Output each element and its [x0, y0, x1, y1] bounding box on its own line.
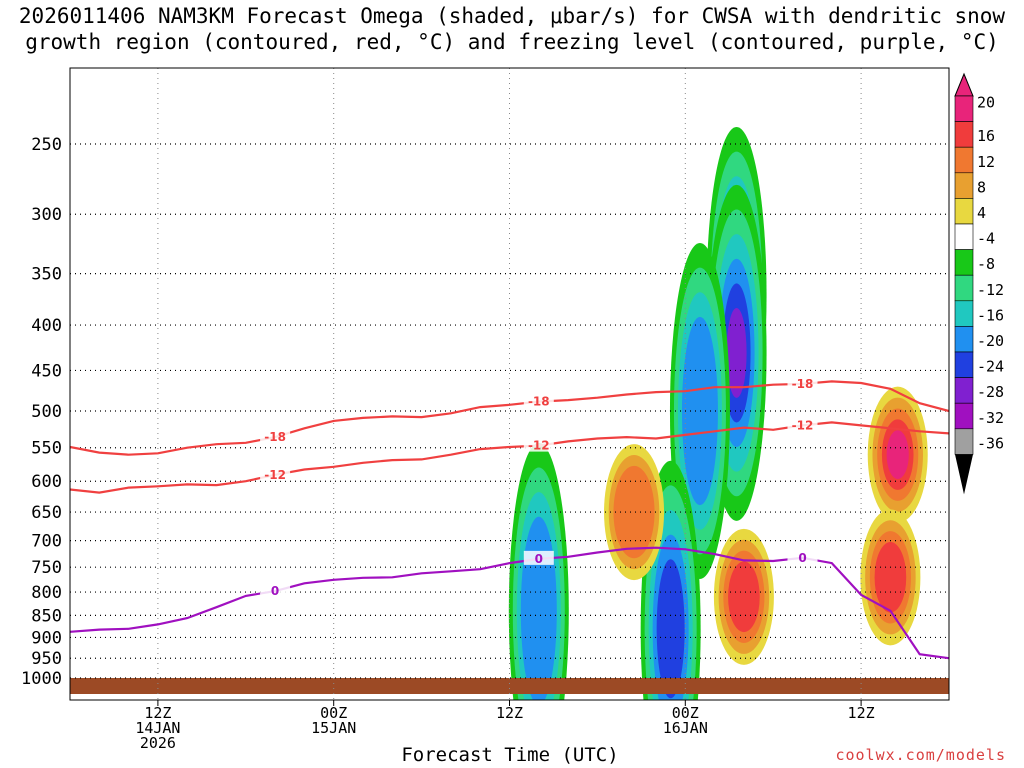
- colorbar-box-3: [954, 172, 974, 199]
- colorbar-label-6: -8: [977, 255, 995, 273]
- freezing_level-label-0: 0: [271, 584, 279, 598]
- colorbar-bottom-arrow: [955, 454, 973, 495]
- time-tick-label-12-2: 14JAN: [135, 719, 180, 737]
- time-tick-label-24-2: 15JAN: [311, 719, 356, 737]
- colorbar-box-6: [954, 249, 974, 276]
- colorbar-box-5: [954, 223, 974, 250]
- dgz_minus12-label-1: -12: [528, 439, 550, 453]
- time-tick-label-12-3: 2026: [140, 734, 176, 752]
- dgz_minus12-label-bg-0: [260, 466, 291, 481]
- pressure-tick-700: 700: [31, 532, 62, 552]
- pressure-tick-450: 450: [31, 361, 62, 381]
- omega-colorbar: 20 16 12 8 4 -4 -8 -12 -16 -20 -24 -28 -32 -36: [954, 72, 1004, 495]
- omega-cell-2-level--20: [681, 316, 718, 506]
- pressure-tick-500: 500: [31, 402, 62, 422]
- colorbar-label-5: -4: [977, 230, 995, 248]
- colorbar-box-2: [954, 146, 974, 174]
- pressure-tick-250: 250: [31, 135, 62, 155]
- omega-cell-7-level-20: [886, 430, 909, 480]
- pressure-tick-550: 550: [31, 439, 62, 459]
- pressure-tick-950: 950: [31, 649, 62, 669]
- dgz_minus18-label-1: -18: [528, 395, 550, 409]
- colorbar-box-11: [954, 377, 974, 404]
- dgz_minus12-contour: [70, 421, 949, 494]
- freezing_level-label-bg-0: [260, 583, 291, 598]
- colorbar-label-4: 4: [977, 204, 986, 222]
- colorbar-label-9: -20: [977, 332, 1004, 350]
- colorbar-label-2: 12: [977, 153, 995, 171]
- dgz_minus18-label-bg-0: [260, 429, 291, 444]
- dgz_minus12-label-bg-2: [787, 417, 818, 432]
- pressure-axis: 2503003504004505005506006507007508008509…: [21, 135, 62, 689]
- chart-title-line-1: 2026011406 NAM3KM Forecast Omega (shaded…: [18, 4, 1006, 28]
- freezing_level-label-bg-1: [523, 550, 554, 565]
- colorbar-label-0: 20: [977, 94, 995, 112]
- colorbar-label-8: -16: [977, 306, 1004, 324]
- colorbar-box-0: [954, 95, 974, 122]
- colorbar-box-12: [954, 402, 974, 430]
- pressure-tick-300: 300: [31, 205, 62, 225]
- pressure-tick-400: 400: [31, 316, 62, 336]
- dgz_minus18-label-0: -18: [264, 430, 286, 444]
- omega-cell-8-level-16: [874, 542, 907, 613]
- colorbar-box-9: [954, 326, 974, 353]
- pressure-tick-900: 900: [31, 628, 62, 648]
- dgz_minus18-label-2: -18: [792, 377, 814, 391]
- time-tick-label-48-1: 00Z: [672, 704, 699, 722]
- colorbar-box-4: [954, 198, 974, 225]
- colorbar-box-8: [954, 300, 974, 327]
- colorbar-label-10: -24: [977, 358, 1004, 376]
- pressure-tick-750: 750: [31, 558, 62, 578]
- colorbar-label-1: 16: [977, 127, 995, 145]
- freezing_level-label-bg-2: [787, 549, 818, 564]
- x-axis-title: Forecast Time (UTC): [401, 744, 619, 766]
- pressure-tick-650: 650: [31, 503, 62, 523]
- time-tick-label-60-1: 12Z: [848, 704, 875, 722]
- chart-title-line-2: growth region (contoured, red, °C) and f…: [25, 30, 999, 54]
- colorbar-box-13: [954, 428, 974, 455]
- time-tick-label-48-2: 16JAN: [663, 719, 708, 737]
- colorbar-label-11: -28: [977, 383, 1004, 401]
- time-tick-label-12-1: 12Z: [144, 704, 171, 722]
- colorbar-top-arrow: [954, 72, 974, 97]
- omega-shading-layer: [70, 127, 949, 700]
- pressure-tick-600: 600: [31, 472, 62, 492]
- dgz_minus12-label-2: -12: [792, 418, 814, 432]
- contour-layer: -12 -12 -12 -18 -18 -18 0 0 0: [70, 375, 949, 660]
- pressure-tick-350: 350: [31, 265, 62, 285]
- time-tick-label-24-1: 00Z: [320, 704, 347, 722]
- dgz_minus18-label-bg-2: [787, 375, 818, 390]
- colorbar-box-1: [954, 121, 974, 148]
- dgz_minus18-label-bg-1: [523, 393, 554, 408]
- omega-cell-5-level-12: [613, 465, 655, 559]
- dgz_minus12-label-bg-1: [523, 437, 554, 452]
- dgz_minus12-label-0: -12: [264, 468, 286, 482]
- omega-cell-3-level--24: [656, 559, 685, 699]
- omega-cell-1-level--28: [726, 307, 747, 398]
- omega-cell-4-level--20: [520, 516, 557, 700]
- colorbar-box-10: [954, 351, 974, 378]
- colorbar-label-13: -36: [977, 434, 1004, 452]
- pressure-tick-850: 850: [31, 606, 62, 626]
- freezing_level-label-2: 0: [798, 551, 806, 565]
- credit-link[interactable]: coolwx.com/models: [835, 746, 1006, 764]
- ground-surface: [70, 678, 949, 694]
- colorbar-label-7: -12: [977, 281, 1004, 299]
- omega-cell-6-level-16: [728, 561, 760, 633]
- pressure-tick-800: 800: [31, 583, 62, 603]
- colorbar-label-3: 8: [977, 178, 986, 196]
- colorbar-label-12: -32: [977, 409, 1004, 427]
- time-tick-label-36-1: 12Z: [496, 704, 523, 722]
- colorbar-box-7: [954, 274, 974, 302]
- freezing_level-label-1: 0: [535, 552, 543, 566]
- pressure-tick-1000: 1000: [21, 669, 62, 689]
